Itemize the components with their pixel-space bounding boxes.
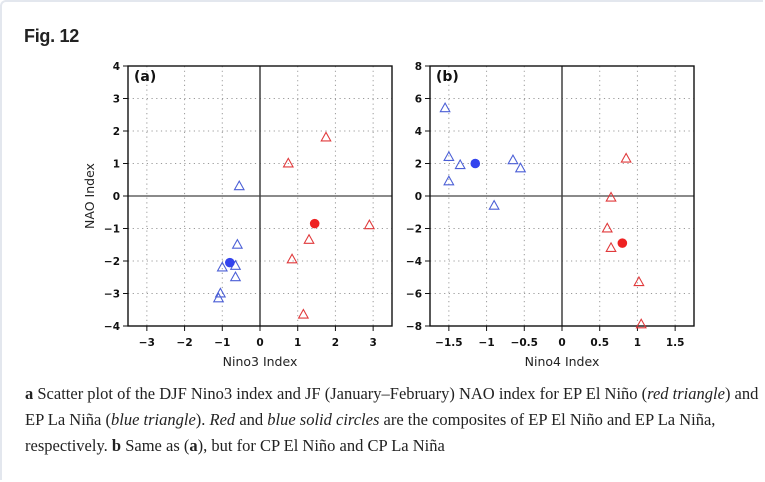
y-tick-label: −4 bbox=[104, 321, 120, 333]
y-tick-label: 4 bbox=[113, 61, 120, 73]
x-tick-label: −2 bbox=[177, 337, 193, 349]
x-tick-label: 0.5 bbox=[590, 337, 609, 349]
figure-title: Fig. 12 bbox=[24, 26, 79, 46]
x-tick-label: −1.5 bbox=[435, 337, 462, 349]
y-tick-label: −2 bbox=[104, 256, 120, 268]
data-point-triangle bbox=[514, 162, 527, 173]
x-tick-label: 3 bbox=[369, 337, 376, 349]
caption-segment: blue triangle bbox=[111, 410, 196, 429]
data-point-triangle bbox=[231, 238, 244, 249]
data-point-composite-circle bbox=[617, 238, 628, 248]
caption-segment: ) and EP La Niña ( bbox=[25, 384, 759, 429]
panel-a: −3 −2 −1 0 1 2 3 −4 −3 −2 −1 0 1 2 3 4 Nino3 Index NAO In… bbox=[82, 61, 393, 369]
x-tick-label: −0.5 bbox=[511, 337, 538, 349]
data-point-triangle bbox=[635, 318, 647, 329]
y-tick-label: 6 bbox=[415, 94, 422, 106]
y-tick-label: 2 bbox=[415, 159, 422, 171]
y-tick-label: −2 bbox=[406, 224, 422, 236]
data-point-composite-circle bbox=[225, 257, 235, 268]
data-point-triangle bbox=[605, 241, 617, 252]
data-point-triangle bbox=[633, 275, 645, 287]
x-tick-label: −1 bbox=[214, 337, 230, 349]
x-tick-label: 1 bbox=[294, 337, 301, 349]
data-point-triangle bbox=[443, 150, 455, 161]
data-point-triangle bbox=[229, 271, 242, 282]
figure-caption: a Scatter plot of the DJF Nino3 index an… bbox=[25, 381, 760, 459]
x-tick-label: 2 bbox=[332, 337, 339, 349]
y-tick-label: −6 bbox=[406, 289, 422, 301]
caption-segment: blue solid circles bbox=[267, 410, 380, 429]
caption-segment: are the composites of EP El Niño and EP … bbox=[25, 410, 716, 455]
x-tick-label: −3 bbox=[139, 337, 155, 349]
panel-label: (b) bbox=[436, 69, 459, 85]
y-tick-label: 1 bbox=[113, 159, 120, 171]
y-tick-label: −8 bbox=[406, 321, 422, 333]
data-point-triangle bbox=[488, 199, 500, 210]
caption-segment: a bbox=[189, 436, 198, 455]
data-point-triangle bbox=[216, 261, 228, 272]
data-point-triangle bbox=[286, 253, 298, 264]
y-tick-label: 0 bbox=[113, 191, 120, 203]
caption-segment: and bbox=[235, 410, 268, 429]
caption-segment: a bbox=[25, 384, 34, 403]
data-point-triangle bbox=[605, 191, 617, 202]
y-tick-label: 3 bbox=[113, 94, 120, 106]
caption-segment: Red bbox=[209, 410, 236, 429]
x-tick-label: 0 bbox=[558, 337, 565, 349]
panel-b: −1.5 −1 −0.5 0 0.5 1 1.5 −8 −6 −4 −2 0 2 4 6 8 Nino4 Ind… bbox=[406, 61, 695, 369]
y-tick-label: 2 bbox=[113, 126, 120, 138]
x-axis-label: Nino4 Index bbox=[525, 354, 600, 369]
y-tick-label: 8 bbox=[415, 61, 422, 73]
y-tick-label: 4 bbox=[415, 126, 422, 138]
y-tick-label: −3 bbox=[104, 289, 120, 301]
y-tick-label: 0 bbox=[415, 191, 422, 203]
data-point-triangle bbox=[212, 292, 225, 303]
caption-segment: Scatter plot of the DJF Nino3 index and … bbox=[33, 384, 648, 403]
data-point-triangle bbox=[620, 152, 632, 163]
data-point-triangle bbox=[297, 308, 310, 319]
x-tick-label: 1.5 bbox=[666, 337, 685, 349]
data-point-triangle bbox=[363, 219, 376, 230]
data-point-triangle bbox=[320, 131, 332, 142]
x-tick-label: 1 bbox=[634, 337, 641, 349]
data-point-triangle bbox=[454, 158, 466, 170]
y-axis-label: NAO Index bbox=[82, 163, 97, 229]
caption-segment: b bbox=[111, 436, 122, 455]
x-tick-label: −1 bbox=[479, 337, 495, 349]
data-point-triangle bbox=[439, 102, 451, 113]
panel-label: (a) bbox=[134, 69, 156, 85]
data-point-triangle bbox=[233, 180, 245, 191]
data-point-composite-circle bbox=[470, 158, 481, 169]
data-point-composite-circle bbox=[309, 218, 320, 229]
data-point-triangle bbox=[282, 157, 294, 168]
figure-plots: −3 −2 −1 0 1 2 3 −4 −3 −2 −1 0 1 2 3 4 Nino3 Index NAO In… bbox=[82, 61, 695, 369]
data-point-triangle bbox=[303, 233, 315, 244]
caption-segment: Same as ( bbox=[121, 436, 190, 455]
data-point-triangle bbox=[507, 154, 519, 165]
data-point-triangle bbox=[443, 175, 455, 186]
caption-segment: ), but for CP El Niño and CP La Niña bbox=[197, 436, 445, 455]
caption-segment: ). bbox=[195, 410, 210, 429]
data-point-triangle bbox=[601, 222, 613, 233]
x-tick-label: 0 bbox=[256, 337, 263, 349]
x-axis-label: Nino3 Index bbox=[223, 354, 298, 369]
y-tick-label: −4 bbox=[406, 256, 422, 268]
y-tick-label: −1 bbox=[104, 224, 120, 236]
caption-segment: red triangle bbox=[647, 384, 725, 403]
